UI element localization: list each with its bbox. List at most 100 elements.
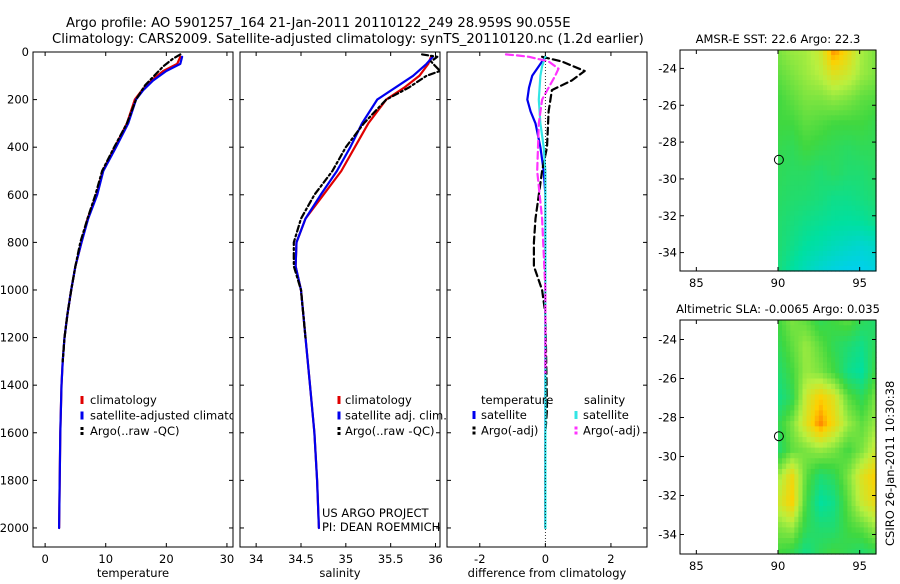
sst_map-cell (851, 160, 857, 167)
sst_map-cell (806, 60, 812, 66)
sst_map-cell (798, 90, 804, 96)
sla_map-cell (855, 373, 861, 380)
sst_map-cell (786, 90, 791, 96)
sst_map-cell (843, 120, 849, 126)
sst_map-cell (843, 135, 849, 142)
sla_map-cell (871, 399, 877, 406)
sst_map-cell (855, 210, 861, 217)
sla_map-cell (855, 367, 861, 374)
sst_map-cell (822, 255, 828, 262)
sst_map-cell (802, 210, 808, 217)
sla_map-cell (851, 490, 857, 497)
sla_map-cell (843, 341, 849, 348)
sst_map-cell (831, 220, 836, 227)
sst_map-cell (802, 180, 808, 187)
sst_map-cell (814, 50, 820, 56)
sst_map-cell (794, 205, 800, 212)
sst_map-cell (827, 210, 832, 217)
sst_map-cell (831, 130, 836, 136)
sla_map-cell (798, 447, 804, 454)
sla_map-cell (827, 484, 832, 491)
sst_map-cell (794, 90, 800, 96)
sst_map-cell (863, 205, 869, 212)
sla_map-cell (818, 431, 824, 438)
sst_map-cell (790, 265, 795, 272)
sla_map-cell (867, 335, 873, 342)
sla_map-cell (843, 463, 849, 470)
sla_map-cell (778, 500, 783, 507)
sst_map-cell (859, 225, 865, 232)
sla_map-cell (802, 474, 808, 481)
sla_map-cell (822, 383, 828, 390)
sla_map-cell (867, 532, 873, 539)
sst_map-cell (806, 245, 812, 252)
sla_map-cell (859, 516, 865, 523)
sst_map-cell (843, 240, 849, 247)
sla_map-cell (831, 320, 836, 326)
sla_map-cell (822, 399, 828, 406)
sst_map-cell (867, 75, 873, 81)
sla_map-cell (843, 442, 849, 449)
sla_map-cell (814, 367, 820, 374)
sst_map-cell (835, 85, 840, 91)
sst_map-cell (831, 100, 836, 106)
sla_map-cell (782, 346, 787, 353)
sst_map-cell (806, 115, 812, 121)
sst_map-cell (810, 85, 816, 91)
sla_map-cell (794, 378, 800, 385)
sst_map-cell (827, 235, 832, 242)
sla_map-cell (847, 335, 853, 342)
sla_map-cell (863, 330, 869, 337)
sst_map-cell (855, 165, 861, 172)
sst_map-cell (863, 85, 869, 91)
sla_map-cell (814, 351, 820, 358)
sla_map-cell (794, 548, 800, 555)
sla_map-cell (790, 458, 795, 465)
sst_map-cell (790, 210, 795, 217)
sst_map-cell (818, 75, 824, 81)
sst_map-cell (847, 145, 853, 152)
sst_map-cell (782, 125, 787, 131)
sst_map-cell (827, 220, 832, 227)
sla_map-cell (790, 495, 795, 502)
sst_map-cell (851, 140, 857, 147)
sst_map-cell (835, 200, 840, 207)
sla_map-cell (831, 325, 836, 332)
sla_map-cell (806, 373, 812, 380)
sla_map-cell (778, 405, 783, 412)
sst_map-cell (855, 130, 861, 136)
sst_map-cell (839, 115, 844, 121)
sla_map-cell (814, 527, 820, 534)
sla_map-cell (839, 463, 844, 470)
sst_map-cell (782, 175, 787, 182)
sst_map-cell (835, 195, 840, 202)
sla_map-cell (863, 346, 869, 353)
sla_map-cell (798, 335, 804, 342)
sst_map-cell (790, 140, 795, 147)
difference-series-salinity-argo-adj- (504, 53, 560, 375)
sst_map-cell (814, 225, 820, 232)
sla_map-cell (810, 373, 816, 380)
sla_map-cell (831, 383, 836, 390)
sla_map-cell (786, 399, 791, 406)
sst_map-cell (802, 125, 808, 131)
sla_map-cell (810, 415, 816, 422)
sst_map-cell (798, 110, 804, 116)
sla_map-cell (859, 389, 865, 396)
sst_map-cell (867, 160, 873, 167)
sla_map-cell (782, 362, 787, 369)
sla_map-cell (794, 452, 800, 459)
sla_map-cell (778, 431, 783, 438)
sla_map-cell (863, 405, 869, 412)
temperature-series-climatology (57, 55, 182, 530)
sla_map-cell (835, 532, 840, 539)
sla_map-cell (782, 479, 787, 486)
temperature-ytick-label: 0 (22, 45, 29, 59)
sla_map-cell (867, 362, 873, 369)
sla_map-cell (786, 362, 791, 369)
salinity-xtick-label: 36 (428, 552, 443, 566)
difference-xtick-label: -2 (474, 552, 485, 566)
sla_map-cell (798, 426, 804, 433)
sst_map-cell (798, 55, 804, 61)
